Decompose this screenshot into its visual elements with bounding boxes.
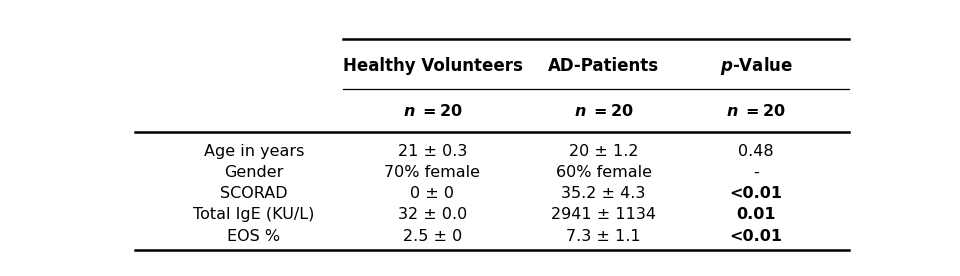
Text: 70% female: 70% female: [384, 165, 480, 180]
Text: EOS %: EOS %: [228, 229, 280, 244]
Text: Age in years: Age in years: [204, 144, 304, 159]
Text: $\bfit{n}$ $\mathbf{= 20}$: $\bfit{n}$ $\mathbf{= 20}$: [402, 103, 463, 119]
Text: Gender: Gender: [225, 165, 283, 180]
Text: 32 ± 0.0: 32 ± 0.0: [397, 207, 468, 222]
Text: 2941 ± 1134: 2941 ± 1134: [551, 207, 656, 222]
Text: Healthy Volunteers: Healthy Volunteers: [343, 57, 522, 75]
Text: $\bfit{p}$-Value: $\bfit{p}$-Value: [720, 55, 793, 77]
Text: SCORAD: SCORAD: [220, 186, 288, 201]
Text: 0 ± 0: 0 ± 0: [411, 186, 454, 201]
Text: <0.01: <0.01: [730, 229, 782, 244]
Text: 35.2 ± 4.3: 35.2 ± 4.3: [562, 186, 646, 201]
Text: <0.01: <0.01: [730, 186, 782, 201]
Text: 20 ± 1.2: 20 ± 1.2: [569, 144, 638, 159]
Text: 60% female: 60% female: [556, 165, 652, 180]
Text: 21 ± 0.3: 21 ± 0.3: [397, 144, 468, 159]
Text: -: -: [754, 165, 759, 180]
Text: Total IgE (KU/L): Total IgE (KU/L): [193, 207, 315, 222]
Text: $\bfit{n}$ $\mathbf{= 20}$: $\bfit{n}$ $\mathbf{= 20}$: [574, 103, 634, 119]
Text: 7.3 ± 1.1: 7.3 ± 1.1: [566, 229, 641, 244]
Text: AD-Patients: AD-Patients: [548, 57, 660, 75]
Text: 0.48: 0.48: [738, 144, 774, 159]
Text: 2.5 ± 0: 2.5 ± 0: [403, 229, 462, 244]
Text: 0.01: 0.01: [736, 207, 776, 222]
Text: $\bfit{n}$ $\mathbf{= 20}$: $\bfit{n}$ $\mathbf{= 20}$: [727, 103, 786, 119]
